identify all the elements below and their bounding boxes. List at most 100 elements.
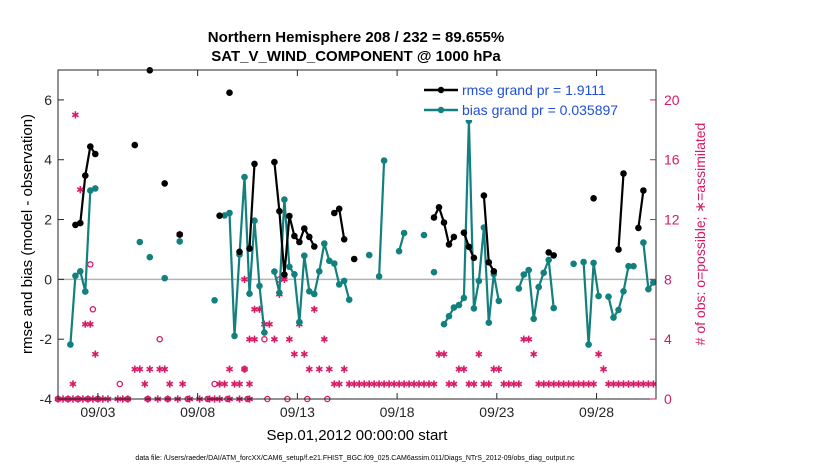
bias-point bbox=[281, 196, 288, 203]
obs-assimilated-point bbox=[136, 365, 144, 373]
obs-assimilated-point bbox=[76, 186, 84, 194]
bias-point bbox=[440, 320, 448, 328]
bias-point bbox=[296, 318, 303, 326]
rmse-point bbox=[545, 249, 552, 256]
ticks-layer: 09/03 09/08 09/13 09/18 09/23 09/28 -4 -2 0 2 4 6 0 4… bbox=[40, 70, 680, 420]
bias-point bbox=[450, 304, 458, 311]
obs-assimilated-point bbox=[460, 365, 468, 373]
bias-point bbox=[82, 288, 89, 295]
bias-point bbox=[570, 260, 577, 268]
bias-point bbox=[455, 301, 463, 309]
rmse-point bbox=[276, 207, 283, 215]
bias-point bbox=[301, 252, 308, 259]
y-axis-label: rmse and bias (model - observation) bbox=[19, 114, 36, 354]
bias-point bbox=[251, 217, 258, 224]
y-tick-label: 0 bbox=[44, 271, 52, 287]
y2-tick-label: 20 bbox=[664, 92, 680, 108]
bias-point bbox=[460, 294, 468, 302]
y-tick-label: -2 bbox=[40, 331, 53, 347]
bias-point bbox=[485, 319, 493, 327]
obs-assimilated-point bbox=[649, 380, 657, 388]
rmse-point bbox=[490, 268, 498, 275]
legend-box bbox=[420, 76, 650, 120]
obs-assimilated-point bbox=[485, 380, 493, 388]
bias-point bbox=[610, 314, 617, 321]
rmse-point bbox=[620, 170, 627, 177]
rmse-point bbox=[82, 172, 89, 179]
bias-point bbox=[226, 209, 233, 217]
obs-possible-point bbox=[89, 306, 97, 313]
bias-point bbox=[625, 262, 632, 270]
bias-point bbox=[291, 271, 298, 278]
bias-point bbox=[176, 238, 183, 245]
bias-point bbox=[77, 268, 84, 275]
bias-point bbox=[72, 272, 79, 280]
bias-point bbox=[246, 290, 253, 298]
bias-point bbox=[380, 157, 388, 164]
rmse-point bbox=[590, 195, 597, 202]
rmse-point bbox=[435, 204, 443, 211]
bias-point bbox=[400, 229, 408, 237]
bias-point bbox=[420, 231, 428, 239]
bias-point bbox=[545, 256, 552, 264]
obs-assimilated-point bbox=[179, 380, 187, 388]
obs-assimilated-point bbox=[265, 320, 273, 328]
y2-tick-label: 12 bbox=[664, 212, 680, 228]
obs-assimilated-point bbox=[86, 320, 94, 328]
plot-area bbox=[58, 70, 656, 399]
rmse-point bbox=[340, 236, 348, 243]
obs-possible-point bbox=[211, 380, 218, 388]
bias-point bbox=[595, 292, 602, 300]
bias-point bbox=[640, 239, 647, 246]
bias-point bbox=[331, 260, 338, 267]
rmse-point bbox=[470, 254, 478, 262]
rmse-point bbox=[311, 243, 318, 250]
y2-axis-label: # of obs: o=possible; ∗=assimilated bbox=[692, 123, 708, 346]
rmse-point bbox=[440, 219, 448, 226]
rmse-point bbox=[550, 252, 557, 259]
x-axis-label: Sep.01,2012 00:00:00 start bbox=[267, 427, 449, 444]
y2-tick-label: 0 bbox=[664, 391, 672, 407]
bias-point bbox=[335, 281, 343, 288]
rmse-point bbox=[226, 89, 233, 96]
bias-point bbox=[630, 262, 637, 270]
obs-assimilated-point bbox=[475, 350, 483, 358]
bias-point bbox=[580, 258, 587, 266]
bias-point bbox=[535, 283, 542, 291]
obs-assimilated-point bbox=[600, 365, 608, 373]
y2-tick-label: 8 bbox=[664, 271, 672, 287]
rmse-point bbox=[615, 246, 622, 253]
obs-assimilated-point bbox=[590, 380, 598, 388]
x-tick-label: 09/18 bbox=[380, 404, 415, 420]
x-tick-label: 09/03 bbox=[80, 404, 115, 420]
bias-point bbox=[256, 282, 263, 290]
y-tick-label: 2 bbox=[44, 212, 52, 228]
footer-datafile: data file: /Users/raeder/DAI/ATM_forcXX/… bbox=[135, 455, 575, 462]
bias-point bbox=[286, 263, 293, 271]
bias-point bbox=[590, 259, 597, 267]
obs-possible-point bbox=[116, 380, 124, 388]
bias-point bbox=[345, 296, 353, 304]
bias-point bbox=[525, 266, 532, 274]
obs-possible-point bbox=[261, 335, 268, 343]
rmse-point bbox=[335, 205, 343, 213]
obs-assimilated-point bbox=[250, 335, 259, 343]
bias-point bbox=[620, 288, 627, 295]
obs-assimilated-point bbox=[226, 365, 234, 373]
rmse-point bbox=[77, 219, 84, 227]
rmse-point bbox=[635, 224, 642, 232]
obs-assimilated-point bbox=[270, 335, 278, 343]
obs-assimilated-point bbox=[515, 380, 523, 388]
bias-point bbox=[271, 268, 278, 275]
bias-point bbox=[375, 273, 383, 280]
obs-assimilated-point bbox=[161, 365, 169, 373]
obs-assimilated-point bbox=[300, 350, 308, 358]
y-tick-label: 6 bbox=[44, 92, 52, 108]
bias-point bbox=[316, 268, 323, 275]
bias-point bbox=[650, 279, 657, 286]
bias-point bbox=[306, 288, 313, 295]
rmse-point bbox=[92, 150, 99, 158]
rmse-point bbox=[251, 160, 258, 168]
chart-title-line1: Northern Hemisphere 208 / 232 = 89.655% bbox=[208, 29, 504, 46]
obs-assimilated-point bbox=[91, 350, 99, 358]
